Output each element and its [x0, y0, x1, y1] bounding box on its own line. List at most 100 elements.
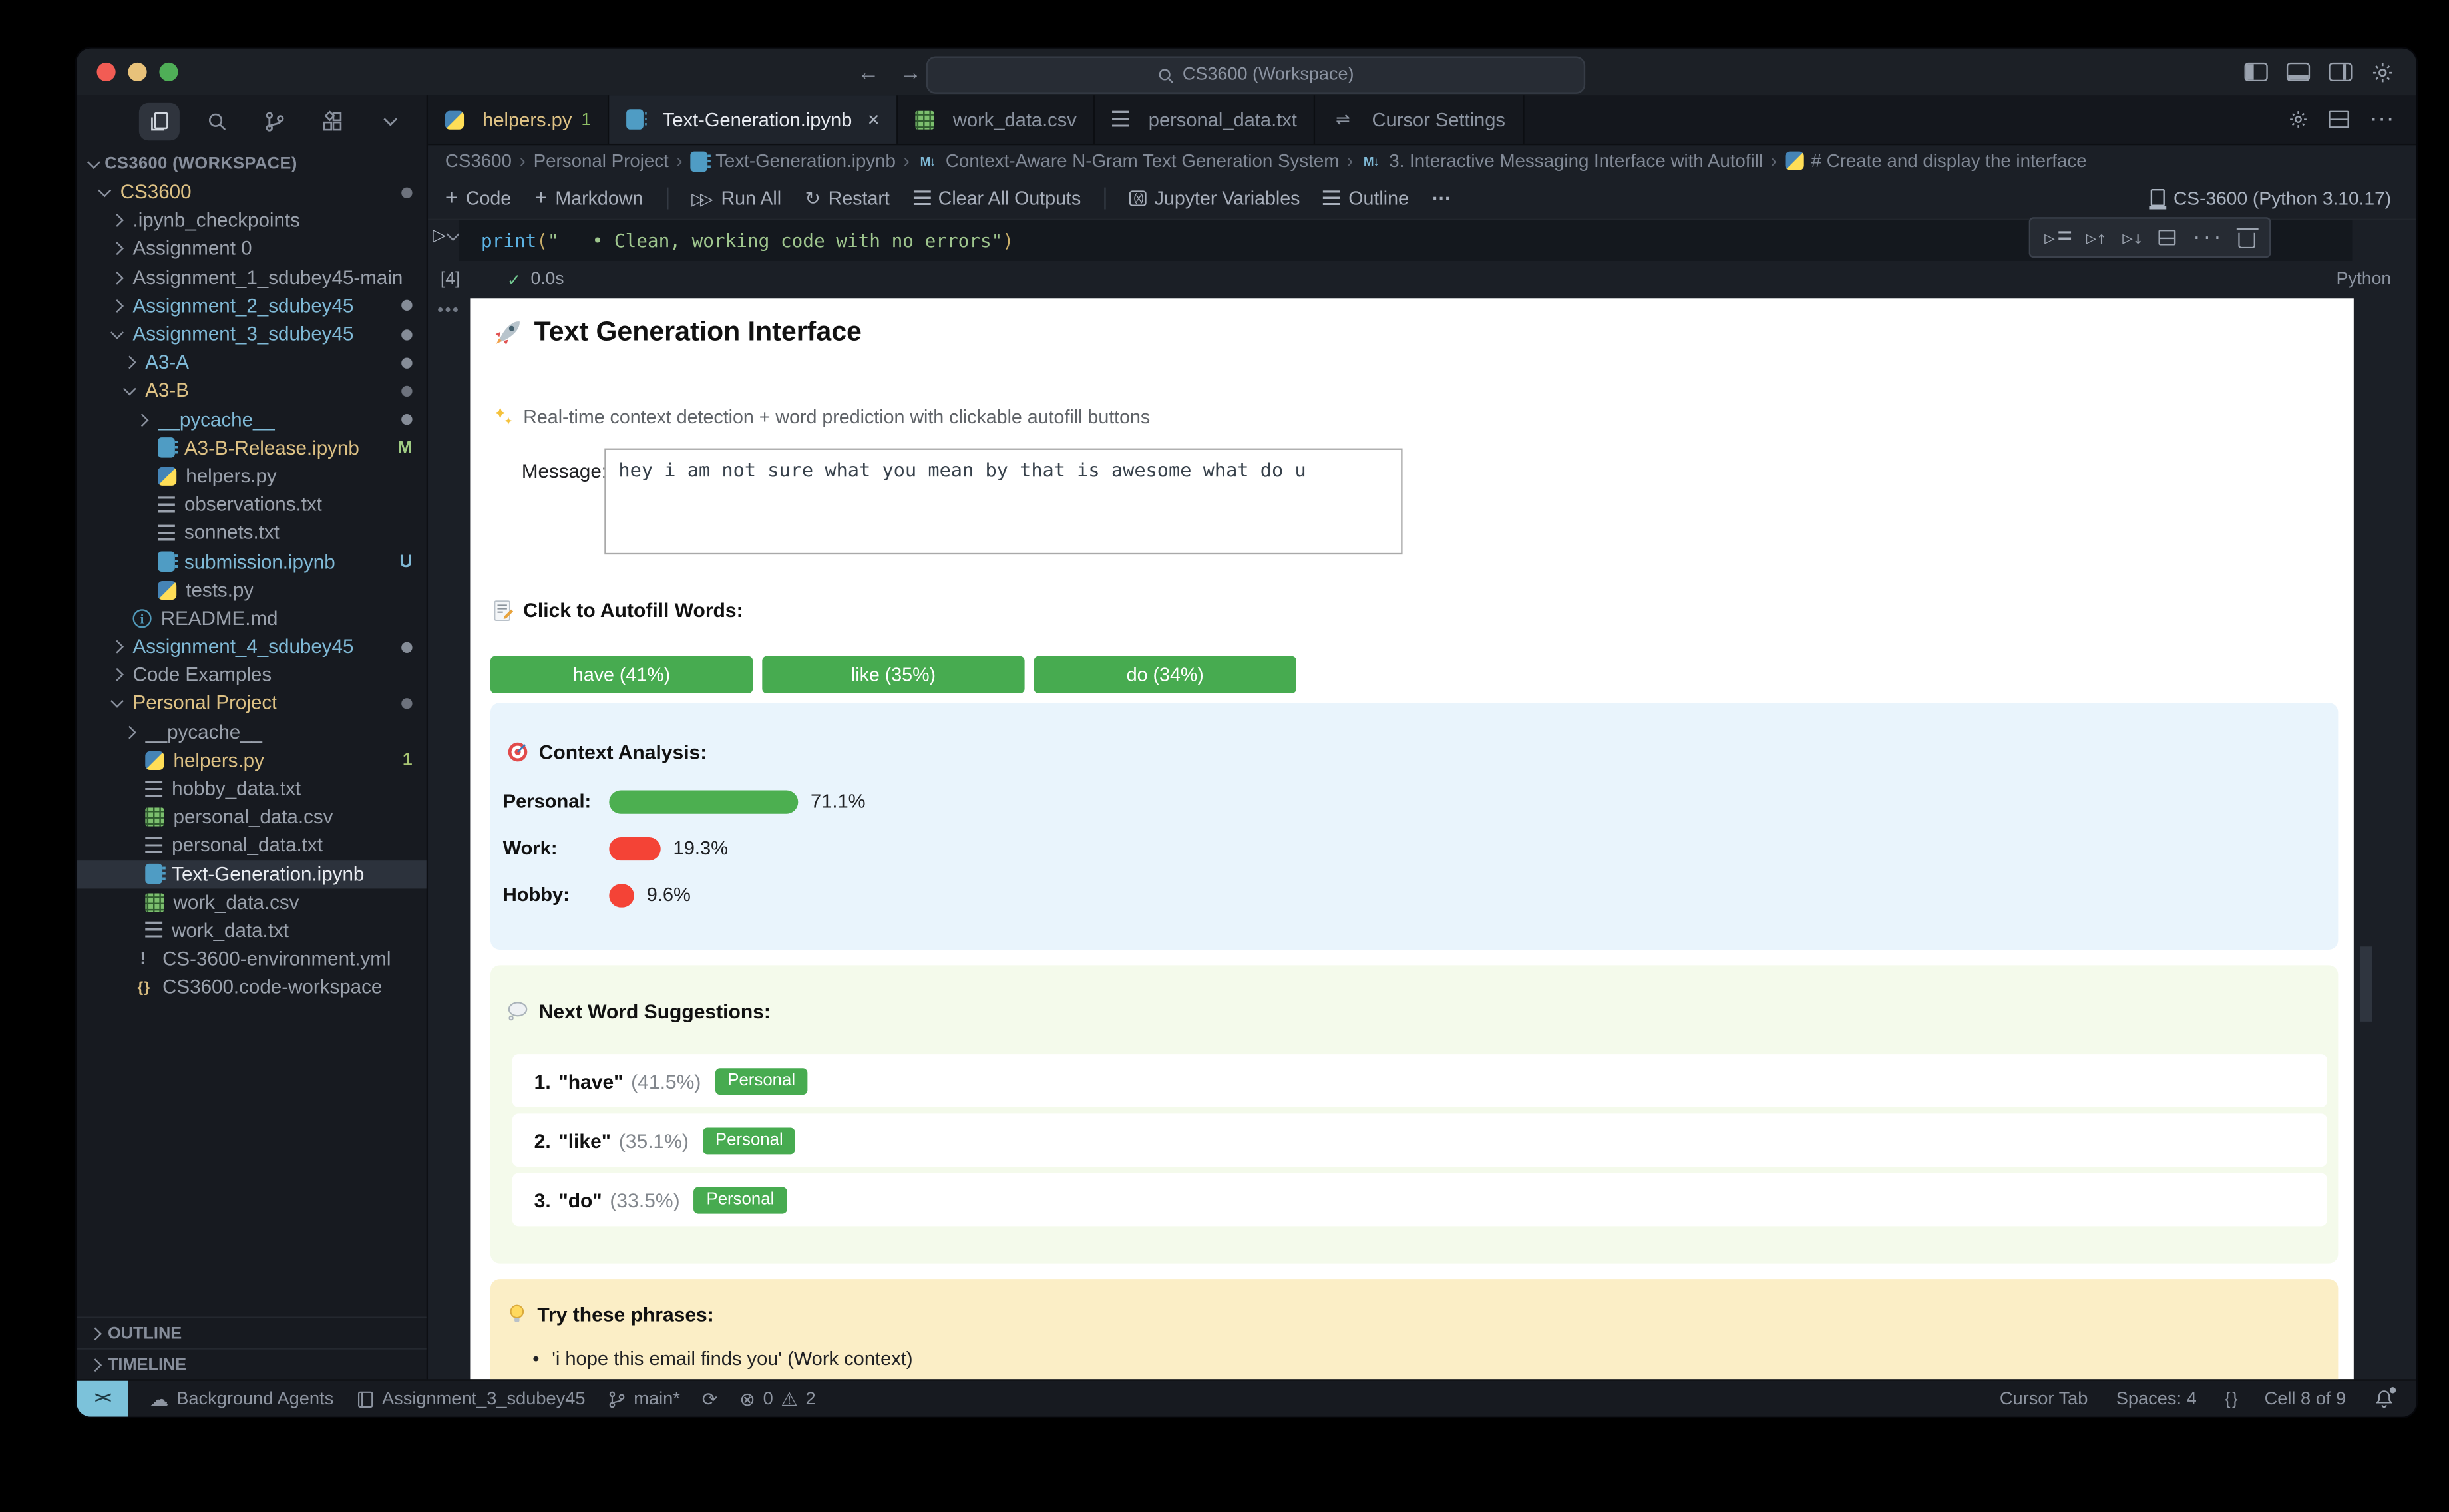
- tree-item[interactable]: helpers.py: [77, 462, 427, 490]
- toggle-primary-sidebar-icon[interactable]: [2244, 62, 2268, 82]
- add-code-cell-button[interactable]: Code: [445, 186, 511, 208]
- editor-tab[interactable]: helpers.py 1: [428, 95, 610, 144]
- tree-item[interactable]: CS3600: [77, 178, 427, 207]
- restart-kernel-button[interactable]: Restart: [805, 186, 890, 208]
- tree-item[interactable]: personal_data.csv: [77, 803, 427, 832]
- close-icon[interactable]: ×: [867, 107, 880, 132]
- tree-item[interactable]: work_data.txt: [77, 916, 427, 945]
- tree-item[interactable]: sonnets.txt: [77, 519, 427, 548]
- zoom-window-button[interactable]: [159, 62, 178, 82]
- delete-cell-icon[interactable]: [2235, 227, 2258, 248]
- tree-item[interactable]: Assignment_4_sdubey45: [77, 633, 427, 662]
- execute-below-icon[interactable]: ▷↓: [2122, 227, 2144, 248]
- message-input[interactable]: hey i am not sure what you mean by that …: [604, 448, 1403, 555]
- editor-scrollbar[interactable]: [2360, 946, 2373, 1022]
- editor-tab[interactable]: Cursor Settings: [1316, 95, 1525, 144]
- toggle-panel-icon[interactable]: [2286, 62, 2311, 82]
- cell-position-indicator[interactable]: Cell 8 of 9: [2264, 1388, 2347, 1409]
- code-cell[interactable]: print(" • Clean, working code with no er…: [459, 217, 2353, 261]
- breadcrumb-segment[interactable]: › Text-Generation.ipynb: [677, 150, 896, 172]
- tree-item[interactable]: observations.txt: [77, 490, 427, 519]
- breadcrumb-segment[interactable]: CS3600: [445, 150, 512, 172]
- execute-cells-icon[interactable]: ▷: [2044, 227, 2071, 248]
- outline-section[interactable]: OUTLINE: [77, 1316, 427, 1348]
- tree-item[interactable]: helpers.py 1: [77, 746, 427, 775]
- tree-item[interactable]: CS3600.code-workspace: [77, 974, 427, 1002]
- editor-tab[interactable]: work_data.csv: [898, 95, 1095, 144]
- tree-item[interactable]: README.md: [77, 604, 427, 633]
- tree-item[interactable]: Personal Project: [77, 689, 427, 718]
- workspace-section-header[interactable]: CS3600 (WORKSPACE): [77, 150, 427, 178]
- tree-item[interactable]: .ipynb_checkpoints: [77, 206, 427, 235]
- breadcrumb-segment[interactable]: › 3. Interactive Messaging Interface wit…: [1347, 150, 1763, 172]
- tree-item[interactable]: Assignment_1_sdubey45-main: [77, 264, 427, 292]
- timeline-section[interactable]: TIMELINE: [77, 1348, 427, 1379]
- indentation-setting[interactable]: Spaces: 4: [2116, 1388, 2197, 1409]
- cursor-tab-toggle[interactable]: Cursor Tab: [1999, 1388, 2088, 1409]
- sync-changes-button[interactable]: ⟳: [702, 1388, 718, 1410]
- workspace-search-bar[interactable]: CS3600 (Workspace): [926, 56, 1586, 94]
- cell-more-icon[interactable]: ···: [2191, 227, 2223, 248]
- more-actions-icon[interactable]: ···: [2369, 105, 2394, 132]
- chevron-down-icon[interactable]: [370, 102, 411, 140]
- autofill-word-button[interactable]: do (34%): [1034, 656, 1296, 694]
- breadcrumb-segment[interactable]: › Context-Aware N-Gram Text Generation S…: [904, 150, 1340, 172]
- autofill-word-button[interactable]: like (35%): [762, 656, 1025, 694]
- outline-button[interactable]: Outline: [1323, 186, 1409, 208]
- run-cell-button[interactable]: ▷: [433, 225, 461, 245]
- tree-item[interactable]: Code Examples: [77, 661, 427, 689]
- tree-item[interactable]: hobby_data.txt: [77, 775, 427, 803]
- editor-tab[interactable]: personal_data.txt: [1095, 95, 1316, 144]
- nav-forward-icon[interactable]: →: [899, 59, 922, 85]
- search-icon[interactable]: [197, 102, 238, 140]
- minimize-window-button[interactable]: [128, 62, 147, 82]
- extensions-icon[interactable]: [312, 102, 353, 140]
- kernel-picker[interactable]: CS-3600 (Python 3.10.17): [2148, 186, 2416, 208]
- project-indicator[interactable]: Assignment_3_sdubey45: [355, 1388, 586, 1409]
- tree-item[interactable]: Assignment 0: [77, 235, 427, 264]
- clear-all-outputs-button[interactable]: Clear All Outputs: [913, 186, 1081, 208]
- git-branch-indicator[interactable]: main*: [607, 1388, 680, 1409]
- tree-item[interactable]: Assignment_3_sdubey45: [77, 320, 427, 349]
- jupyter-variables-button[interactable]: Jupyter Variables: [1129, 186, 1300, 208]
- remote-indicator[interactable]: ><: [77, 1380, 128, 1417]
- problems-indicator[interactable]: ⊗ 0 ⚠ 2: [739, 1388, 816, 1410]
- toolbar-more-button[interactable]: [1432, 186, 1451, 208]
- tree-item[interactable]: CS-3600-environment.yml: [77, 945, 427, 974]
- split-cell-icon[interactable]: [2158, 230, 2176, 246]
- tree-item[interactable]: A3-A: [77, 349, 427, 377]
- suggestion-row[interactable]: 1. "have" (41.5%) Personal: [512, 1054, 2327, 1107]
- settings-gear-icon[interactable]: [2288, 109, 2309, 130]
- settings-gear-icon[interactable]: [2371, 60, 2394, 83]
- suggestion-row[interactable]: 2. "like" (35.1%) Personal: [512, 1113, 2327, 1167]
- split-editor-icon[interactable]: [2329, 110, 2349, 128]
- tree-item[interactable]: A3-B: [77, 377, 427, 405]
- tree-item[interactable]: Assignment_2_sdubey45: [77, 291, 427, 320]
- breadcrumb-segment[interactable]: › # Create and display the interface: [1771, 150, 2087, 172]
- tree-item[interactable]: submission.ipynb U: [77, 547, 427, 576]
- cell-more-actions-icon[interactable]: •••: [437, 301, 461, 321]
- notebook-scroll-area[interactable]: ▷ ••• print(" • Clean, working code with…: [428, 217, 2416, 1380]
- source-control-icon[interactable]: [255, 102, 295, 140]
- breadcrumb-segment[interactable]: › Personal Project: [520, 150, 669, 172]
- tree-item[interactable]: work_data.csv: [77, 888, 427, 917]
- autofill-word-button[interactable]: have (41%): [490, 656, 753, 694]
- toggle-secondary-sidebar-icon[interactable]: [2329, 62, 2353, 82]
- background-agents-button[interactable]: ☁ Background Agents: [150, 1388, 334, 1410]
- notifications-bell-icon[interactable]: [2374, 1387, 2396, 1409]
- nav-back-icon[interactable]: ←: [857, 59, 880, 85]
- tree-item[interactable]: Text-Generation.ipynb: [77, 859, 427, 888]
- tree-item[interactable]: A3-B-Release.ipynb M: [77, 434, 427, 463]
- tree-item[interactable]: personal_data.txt: [77, 831, 427, 860]
- tree-item[interactable]: __pycache__: [77, 405, 427, 434]
- explorer-files-icon[interactable]: [138, 102, 180, 140]
- language-mode-icon[interactable]: { }: [2224, 1389, 2238, 1408]
- suggestion-row[interactable]: 3. "do" (33.5%) Personal: [512, 1173, 2327, 1227]
- close-window-button[interactable]: [96, 62, 116, 82]
- editor-tab[interactable]: Text-Generation.ipynb ×: [610, 95, 898, 144]
- add-markdown-cell-button[interactable]: Markdown: [534, 186, 643, 208]
- execute-above-icon[interactable]: ▷↑: [2086, 227, 2107, 248]
- tree-item[interactable]: tests.py: [77, 576, 427, 604]
- tree-item[interactable]: __pycache__: [77, 718, 427, 747]
- run-all-button[interactable]: Run All: [691, 186, 781, 208]
